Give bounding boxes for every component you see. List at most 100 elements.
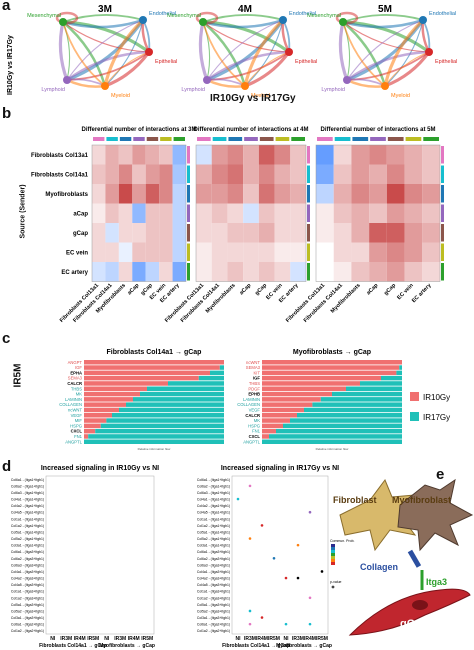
bars-left-bar-ir17: [140, 391, 224, 397]
bars-left-bar-ir17: [219, 365, 224, 370]
bars-left-bar-label: VEGF: [71, 413, 83, 418]
heatmap-cell: [333, 184, 352, 204]
heatmap-cell: [290, 242, 306, 262]
bars-left-bar-ir10: [84, 381, 168, 386]
heatmap-cell: [118, 203, 133, 223]
network-edge: [346, 19, 424, 81]
dot-left-x-label: IR5M: [141, 636, 153, 642]
bars-right-bar-label: CALCR: [245, 413, 260, 418]
bars-left-bar-ir17: [126, 402, 224, 407]
legend-title: Commun. Prob.: [330, 539, 355, 543]
heatmap-cell: [290, 223, 306, 243]
heatmap-row-annotation: [187, 243, 190, 261]
heatmap-row-annotation: [441, 224, 444, 242]
heatmap-cell: [422, 164, 440, 184]
bars-left-bar-label: THBS: [71, 386, 82, 391]
heatmap-cell: [196, 184, 212, 204]
network-node-label: Endothelial: [429, 11, 456, 17]
dot-left-row-label: Col1a2 - (Itga3+Itgb1): [11, 596, 44, 600]
heatmap-col-annotation: [212, 137, 227, 141]
heatmap-cell: [227, 223, 244, 243]
heatmap-cell: [386, 203, 405, 223]
heatmap-cell: [145, 184, 160, 204]
heatmap-row-label: gCap: [73, 231, 88, 237]
network-edge: [202, 21, 290, 53]
heatmap-cell: [92, 242, 106, 262]
heatmap-cell: [243, 145, 259, 165]
bars-left-bar-ir10: [84, 434, 89, 439]
network-edge: [342, 21, 387, 87]
heatmap-cell: [132, 164, 146, 184]
network-edge: [384, 51, 430, 87]
network-edge: [103, 18, 145, 87]
network-edge: [104, 51, 151, 88]
heatmap-cell: [333, 203, 352, 223]
heatmap-cell: [351, 203, 370, 223]
bars-right-bar-label: EPHB: [248, 392, 260, 397]
heatmap-cell: [404, 145, 423, 165]
dot-left-row-label: Col6a3 - (Itga3+Itgb1): [11, 563, 44, 567]
bars-right-bar-label: LAMININ: [243, 397, 260, 402]
network-edge: [342, 21, 430, 53]
bars-right-bar-ir17: [283, 423, 402, 429]
bars-right-bar-ir17: [297, 413, 402, 418]
dot-right-dot: [296, 543, 300, 547]
bars-left-bar-ir17: [95, 428, 224, 434]
heatmap-cell: [118, 223, 133, 243]
network-node-label: Mesenchymal: [27, 13, 61, 19]
dot-right-row-label: Col6a3 - (Itga1+Itgb1): [197, 491, 230, 495]
bars-right-bar-ir17: [262, 439, 402, 444]
dot-right-row-label: Col1a2 - (Itga2+Itgb1): [197, 629, 230, 633]
network-self-loop: [55, 11, 79, 25]
dot-right-dot: [296, 576, 300, 580]
legend-swatch: [410, 392, 419, 401]
bars-right-bar-ir10: [262, 397, 321, 402]
heatmap-cell: [422, 203, 440, 223]
legend-pvalue-dot: [331, 585, 335, 589]
dot-right-row-label: Col4a2 - (Itga3+Itgb1): [197, 577, 230, 581]
heatmap-border: [91, 144, 187, 282]
network-node-label: Mesenchymal: [307, 13, 341, 19]
heatmap-cell: [211, 242, 228, 262]
myofibroblast-label: Myofibroblast: [392, 495, 451, 505]
dot-right-x-label: IR5M: [316, 636, 328, 642]
network-edge: [66, 19, 144, 81]
heatmap-col-annotation: [106, 137, 118, 141]
network-node-label: Epithelial: [155, 59, 177, 65]
heatmap-cell: [159, 145, 173, 165]
network-node-epithelial: [285, 48, 293, 56]
dot-right-dot: [248, 609, 252, 613]
heatmap-cell: [316, 184, 334, 204]
dot-left-row-label: Col3a1 - (Itga3+Itgb1): [11, 616, 44, 620]
heatmap-cell: [132, 203, 146, 223]
network-edge: [202, 14, 284, 23]
heatmap-subtitle: Differential number of interactions at 4…: [193, 127, 308, 133]
panel-label-c: c: [2, 330, 11, 347]
network-node-myeloid: [381, 82, 389, 90]
heatmap-cell: [422, 223, 440, 243]
bars-left-bar-label: CXCL: [71, 429, 83, 434]
bars-right-bar-ir10: [262, 381, 360, 386]
bars-right-bar-label: COLLAGEN: [237, 402, 260, 407]
heatmap-cell: [333, 242, 352, 262]
heatmap-row-annotation: [441, 165, 444, 183]
dot-left-group-label: Myofibroblasts → gCap: [99, 643, 155, 649]
heatmap-cell: [211, 184, 228, 204]
heatmap-cell: [92, 184, 106, 204]
gcap-cell-shape: [348, 588, 471, 636]
network-edge: [383, 18, 425, 87]
heatmap-cell: [258, 262, 275, 282]
bars-left-axis-note: Relative information flow: [138, 447, 172, 451]
dot-right-dot: [260, 616, 264, 619]
dot-left-row-label: Col4a1 - (Itga3+Itgb1): [11, 570, 44, 574]
heatmap-cell: [145, 164, 160, 184]
network-node-endothelial: [419, 16, 427, 24]
heatmap-row-annotation: [441, 204, 444, 222]
network-node-mesenchymal: [199, 18, 207, 26]
heatmap-subtitle: Differential number of interactions at 3…: [81, 127, 196, 133]
heatmap-col-annotation: [259, 137, 274, 141]
network-node-label: Myeloid: [251, 93, 270, 99]
network-edge: [202, 18, 284, 29]
fibroblast-label: Fibroblast: [333, 495, 377, 505]
heatmap-cell: [404, 203, 423, 223]
